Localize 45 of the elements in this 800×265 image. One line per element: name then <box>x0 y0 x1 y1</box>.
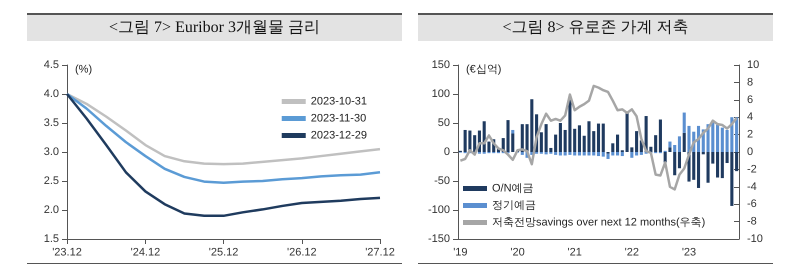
y2-tick-label: 4 <box>747 111 754 124</box>
y2-tick-label: 2 <box>747 128 754 141</box>
x-tick-label: '19 <box>453 246 468 258</box>
y2-tick-label: -6 <box>747 198 757 210</box>
x-tick-label: '23.12 <box>52 246 82 258</box>
chart-title: <그림 8> 유로존 가계 저축 <box>418 15 773 41</box>
y2-tick-label: -10 <box>747 233 763 245</box>
x-tick-label: '26.12 <box>286 246 317 258</box>
y-tick-label: 3.0 <box>44 146 59 158</box>
y2-tick-label: -8 <box>747 216 757 228</box>
y2-tick-label: 8 <box>747 76 754 88</box>
y-axis-title: (%) <box>75 64 92 76</box>
y2-tick-label: -4 <box>747 180 757 193</box>
x-tick-label: '22 <box>624 246 640 258</box>
y2-tick-label: -2 <box>747 163 757 176</box>
chart-title: <그림 7> Euribor 3개월물 금리 <box>27 15 402 41</box>
y-tick-label: 0 <box>444 146 450 158</box>
legend-label: 2023-11-30 <box>310 112 366 124</box>
legend-label: 2023-10-31 <box>310 96 368 108</box>
y-tick-label: 4.0 <box>44 88 59 100</box>
y-tick-label: 2.0 <box>44 204 59 216</box>
x-tick-label: '21 <box>568 246 582 258</box>
legend-label: O/N예금 <box>492 182 534 194</box>
y2-tick-label: 10 <box>747 59 760 71</box>
y-tick-label: 4.5 <box>44 59 59 71</box>
y-tick-label: -100 <box>428 204 450 216</box>
x-tick-label: '25.12 <box>208 246 238 258</box>
y-tick-label: 2.5 <box>44 175 59 187</box>
y-tick-label: -50 <box>434 175 450 187</box>
legend-label: 정기예금 <box>492 200 536 212</box>
y-tick-label: 50 <box>438 117 450 129</box>
legend-label: 저축전망savings over next 12 months(우축) <box>492 216 706 228</box>
y2-tick-label: 0 <box>747 146 754 158</box>
y-tick-label: -150 <box>428 233 450 245</box>
y2-tick-label: 6 <box>747 94 754 106</box>
y-tick-label: 150 <box>432 59 450 71</box>
x-tick-label: '23 <box>682 246 696 258</box>
y-tick-label: 3.5 <box>44 117 59 129</box>
y-tick-label: 1.5 <box>44 233 59 245</box>
x-tick-label: '24.12 <box>130 246 160 258</box>
legend-label: 2023-12-29 <box>310 130 368 142</box>
x-tick-label: '20 <box>510 246 525 258</box>
y-axis-title: (€십억) <box>466 64 502 76</box>
x-tick-label: '27.12 <box>365 246 395 258</box>
y-tick-label: 100 <box>432 88 450 100</box>
